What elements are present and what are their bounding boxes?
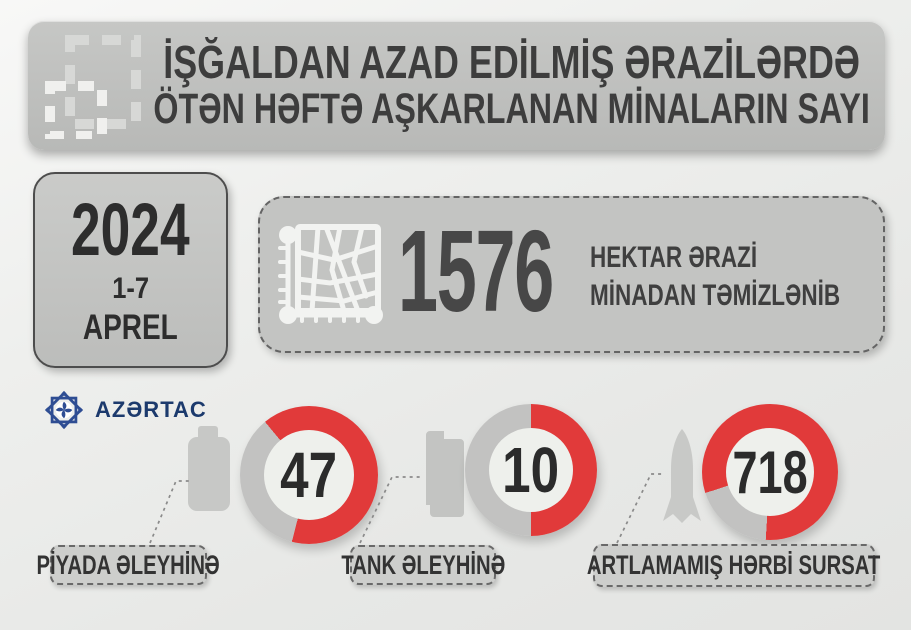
label-unexploded-ordnance: ARTLAMAMIŞ HƏRBİ SURSAT (587, 544, 881, 587)
title-banner: İŞĞALDAN AZAD EDİLMİŞ ƏRAZİLƏRDƏ ÖTƏN HƏ… (28, 21, 885, 150)
brand-azertac: AZƏRTAC (42, 388, 207, 432)
cleared-hectares-value: 1576 (398, 206, 554, 336)
title-line-1: İŞĞALDAN AZAD EDİLMİŞ ƏRAZİLƏRDƏ (163, 36, 860, 89)
page-title: İŞĞALDAN AZAD EDİLMİŞ ƏRAZİLƏRDƏ ÖTƏN HƏ… (146, 21, 877, 150)
cleared-hectares-label: HEKTAR ƏRAZİ MİNADAN TƏMİZLƏNİB (590, 241, 841, 313)
title-line-2: ÖTƏN HƏFTƏ AŞKARLANAN MİNALARIN SAYI (153, 85, 870, 134)
gauge-anti-personnel: 47 (240, 406, 378, 544)
gauge-value: 47 (264, 430, 354, 520)
gauge-value: 10 (489, 428, 573, 512)
dashed-area-icon (45, 35, 141, 139)
date-month: APREL (83, 307, 178, 347)
gauge-anti-tank: 10 (465, 404, 597, 536)
label-anti-personnel: PİYADA ƏLEYHİNƏ (37, 545, 220, 585)
map-area-icon (278, 224, 383, 324)
gauge-value: 718 (726, 428, 814, 516)
date-year: 2024 (71, 188, 190, 272)
date-box: 2024 1-7 APREL (33, 172, 228, 368)
anti-personnel-mine-icon (188, 426, 230, 511)
anti-tank-mine-icon (426, 431, 464, 517)
azertac-emblem-icon (44, 390, 84, 430)
cleared-area-box: 1576 HEKTAR ƏRAZİ MİNADAN TƏMİZLƏNİB (258, 196, 885, 353)
label-anti-tank: TANK ƏLEYHİNƏ (341, 545, 505, 585)
brand-name: AZƏRTAC (95, 397, 207, 422)
date-days: 1-7 (112, 271, 149, 305)
artillery-shell-icon (663, 429, 701, 523)
gauge-unexploded-ordnance: 718 (702, 404, 838, 540)
